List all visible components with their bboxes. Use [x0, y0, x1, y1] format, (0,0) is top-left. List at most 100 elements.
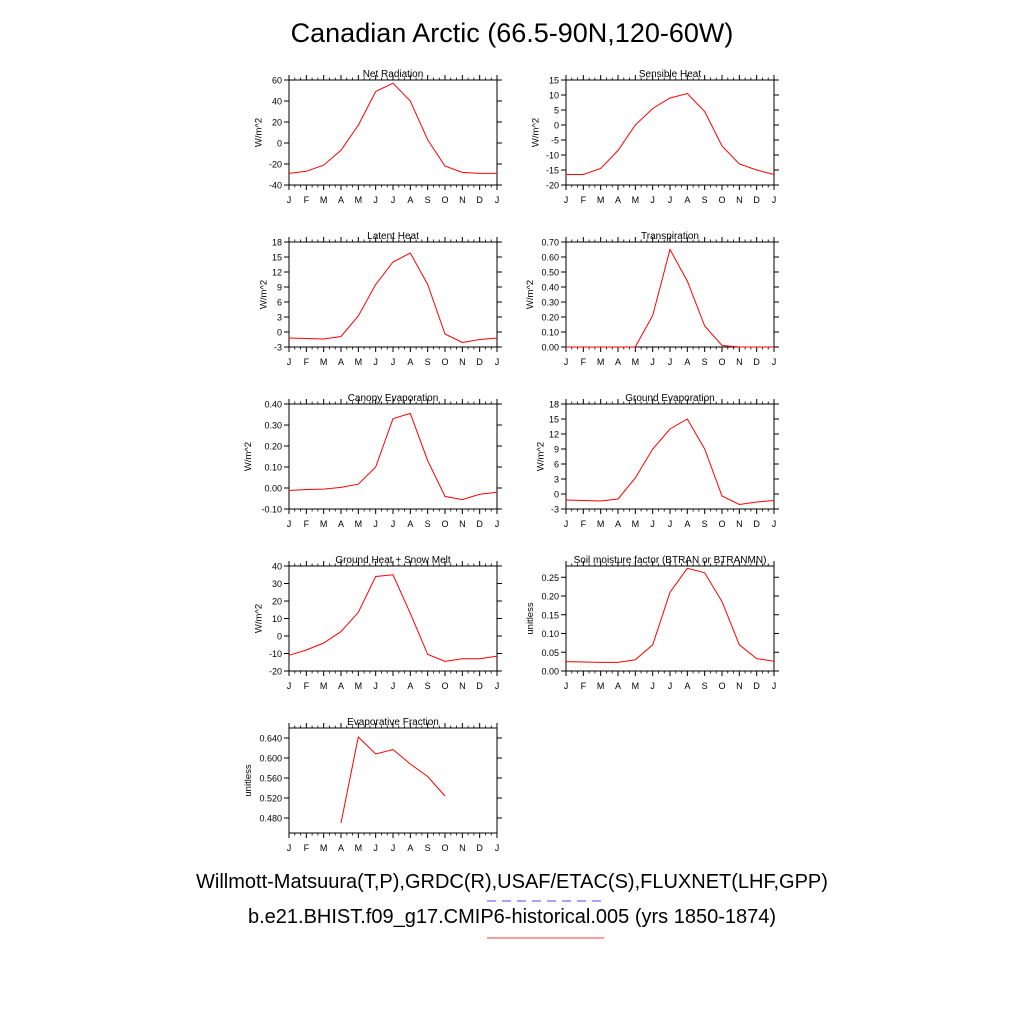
- plot-frame: [288, 241, 498, 348]
- x-tick-label: J: [373, 357, 378, 367]
- y-tick-label: -0.10: [261, 505, 282, 515]
- x-tick-label: A: [684, 357, 690, 367]
- y-tick-label: 0.00: [541, 667, 559, 677]
- x-tick-label: J: [287, 519, 292, 529]
- y-tick-label: 5: [554, 106, 559, 116]
- y-tick-label: 3: [277, 313, 282, 323]
- x-tick-label: J: [495, 681, 500, 691]
- panel-title: Ground Heat + Snow Melt: [335, 555, 451, 566]
- x-tick-label: A: [615, 357, 621, 367]
- series-line: [288, 252, 498, 344]
- x-tick-label: M: [632, 195, 640, 205]
- x-tick-label: O: [718, 195, 725, 205]
- series-line: [566, 248, 774, 348]
- x-tick-label: S: [425, 681, 431, 691]
- x-tick-label: N: [459, 681, 466, 691]
- x-tick-label: F: [581, 357, 587, 367]
- y-tick-label: -20: [546, 181, 559, 191]
- x-tick-label: J: [373, 843, 378, 853]
- y-tick-label: 0.480: [259, 814, 282, 824]
- x-tick-label: A: [338, 357, 344, 367]
- x-tick-label: F: [304, 195, 310, 205]
- y-tick-label: 15: [272, 253, 282, 263]
- x-tick-label: J: [564, 357, 569, 367]
- y-tick-label: 0.70: [541, 238, 559, 248]
- x-tick-label: M: [320, 843, 328, 853]
- y-tick-label: 15: [549, 415, 559, 425]
- y-tick-label: 0.60: [541, 253, 559, 263]
- y-tick-label: 0.20: [264, 442, 282, 452]
- x-tick-label: J: [287, 681, 292, 691]
- x-tick-label: J: [772, 681, 777, 691]
- x-tick-label: A: [338, 195, 344, 205]
- y-tick-label: 40: [272, 562, 282, 572]
- x-tick-label: O: [441, 195, 448, 205]
- y-tick-label: -10: [546, 151, 559, 161]
- y-tick-label: 6: [277, 298, 282, 308]
- y-tick-label: 18: [272, 238, 282, 248]
- y-tick-label: 0.30: [264, 421, 282, 431]
- x-tick-label: S: [425, 843, 431, 853]
- y-tick-label: 40: [272, 97, 282, 107]
- y-tick-label: 0.30: [541, 298, 559, 308]
- y-tick-label: 0.20: [541, 592, 559, 602]
- x-tick-label: S: [702, 357, 708, 367]
- y-tick-label: 12: [272, 268, 282, 278]
- x-tick-label: S: [425, 519, 431, 529]
- x-tick-label: J: [668, 357, 673, 367]
- y-tick-label: 0: [277, 328, 282, 338]
- x-tick-label: J: [668, 681, 673, 691]
- y-tick-label: 0.00: [264, 484, 282, 494]
- x-tick-label: J: [373, 519, 378, 529]
- y-tick-label: 12: [549, 430, 559, 440]
- x-tick-label: A: [338, 519, 344, 529]
- y-tick-label: 10: [549, 91, 559, 101]
- y-axis-label: W/m^2: [243, 442, 254, 471]
- series-line: [288, 574, 498, 662]
- y-tick-label: 0: [554, 490, 559, 500]
- x-tick-label: A: [615, 681, 621, 691]
- y-tick-label: 6: [554, 460, 559, 470]
- x-tick-label: J: [373, 195, 378, 205]
- plot-frame: [565, 403, 775, 510]
- x-tick-label: A: [615, 195, 621, 205]
- series-line: [340, 735, 446, 824]
- x-tick-label: A: [407, 519, 413, 529]
- x-tick-label: F: [581, 519, 587, 529]
- y-tick-label: 20: [272, 118, 282, 128]
- x-tick-label: J: [391, 195, 396, 205]
- y-tick-label: -3: [274, 343, 282, 353]
- x-tick-label: M: [355, 681, 363, 691]
- x-tick-label: N: [459, 195, 466, 205]
- x-tick-label: A: [615, 519, 621, 529]
- x-tick-label: S: [702, 681, 708, 691]
- x-tick-label: O: [441, 681, 448, 691]
- x-tick-label: D: [753, 357, 760, 367]
- series-line: [565, 567, 775, 663]
- y-tick-label: -20: [269, 667, 282, 677]
- x-tick-label: M: [355, 195, 363, 205]
- y-tick-label: 0: [277, 632, 282, 642]
- y-axis-label: unitless: [525, 602, 536, 634]
- series-line: [288, 82, 497, 174]
- x-tick-label: M: [632, 681, 640, 691]
- panel-title: Ground Evaporation: [625, 393, 715, 404]
- x-tick-label: J: [564, 681, 569, 691]
- x-tick-label: A: [684, 681, 690, 691]
- x-tick-label: J: [564, 195, 569, 205]
- y-tick-label: 0.10: [541, 629, 559, 639]
- y-tick-label: 60: [272, 76, 282, 86]
- x-tick-label: O: [441, 357, 448, 367]
- x-tick-label: A: [684, 195, 690, 205]
- x-tick-label: M: [632, 357, 640, 367]
- x-tick-label: J: [772, 357, 777, 367]
- x-tick-label: S: [702, 519, 708, 529]
- y-tick-label: 0.10: [264, 463, 282, 473]
- y-tick-label: -20: [269, 160, 282, 170]
- y-tick-label: 0.560: [259, 774, 282, 784]
- y-tick-label: 0.15: [541, 610, 559, 620]
